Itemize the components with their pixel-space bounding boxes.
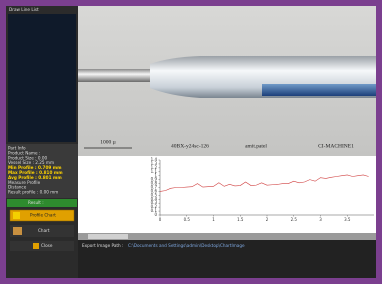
probe-tip xyxy=(78,69,158,82)
scroll-thumb[interactable] xyxy=(88,234,128,239)
app-window: Draw Line List Result : Profile Chart Ch… xyxy=(0,0,382,284)
button-icon xyxy=(13,227,22,235)
button-label[interactable]: Profile Chart xyxy=(30,213,56,218)
image-label: 40BX-y24sc-126 xyxy=(171,143,209,149)
export-path: C:\Documents and Settings\admin\Desktop\… xyxy=(128,243,245,248)
image-label: amit.patel xyxy=(245,143,267,149)
x-tick-label: 2.5 xyxy=(291,217,298,222)
x-tick-label: 0 xyxy=(159,217,162,222)
export-label: Export Image Path : xyxy=(82,243,123,248)
x-tick-label: 3.5 xyxy=(344,217,351,222)
x-tick-label: 1 xyxy=(212,217,215,222)
result-label: Result : xyxy=(28,200,44,205)
list-title: Draw Line List xyxy=(9,7,39,12)
line-list[interactable] xyxy=(8,14,76,142)
chart-panel xyxy=(78,156,376,233)
button-icon xyxy=(13,212,20,219)
info-line: Result profile : 0.00 mm xyxy=(8,190,58,195)
x-tick-label: 3 xyxy=(319,217,322,222)
image-label: CI-MACHINE1 xyxy=(318,143,354,149)
x-tick-label: 2 xyxy=(266,217,269,222)
button-label[interactable]: Chart xyxy=(38,228,50,233)
x-tick-label: 1.5 xyxy=(237,217,244,222)
button-label[interactable]: Close xyxy=(41,243,53,248)
x-tick-label: 0.5 xyxy=(184,217,191,222)
button-icon xyxy=(33,243,39,249)
scale-label: 1000 µ xyxy=(100,139,116,145)
y-tick-label: 1.4 xyxy=(151,157,158,162)
probe-band xyxy=(262,84,376,96)
